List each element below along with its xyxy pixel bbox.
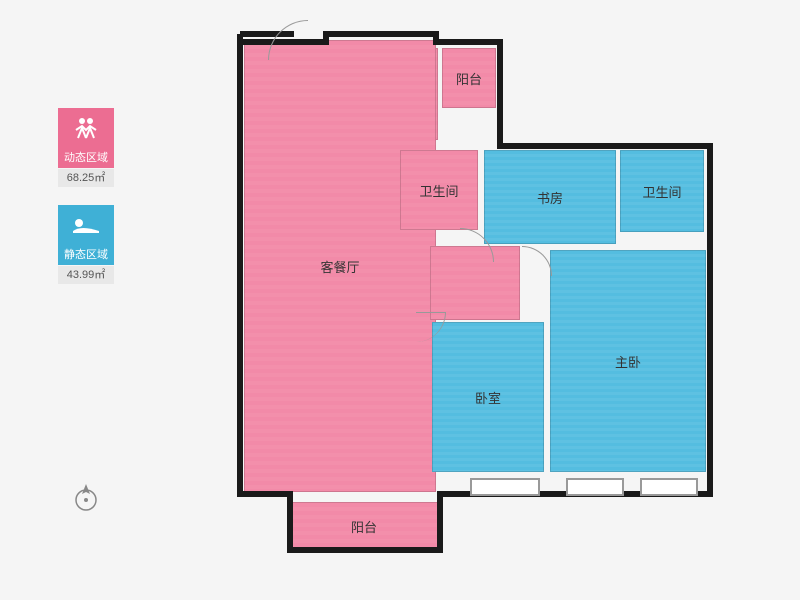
door-arc-0 [268, 20, 308, 60]
legend-static-label: 静态区域 [58, 245, 114, 265]
room-label-bath2: 卫生间 [642, 182, 681, 201]
legend: 动态区域 68.25㎡ 静态区域 43.99㎡ [58, 108, 120, 302]
legend-static-value: 43.99㎡ [58, 266, 114, 284]
room-label-balcony2: 阳台 [351, 517, 377, 536]
window-2 [640, 478, 698, 496]
room-living: 客餐厅 [244, 40, 436, 492]
compass-icon [72, 480, 100, 512]
room-bath1: 卫生间 [400, 150, 478, 230]
room-label-bedroom: 卧室 [475, 388, 501, 407]
room-label-balcony1: 阳台 [456, 69, 482, 88]
room-study: 书房 [484, 150, 616, 244]
room-master: 主卧 [550, 250, 706, 472]
door-arc-2 [522, 246, 552, 276]
room-label-living: 客餐厅 [320, 257, 359, 276]
legend-dynamic: 动态区域 68.25㎡ [58, 108, 120, 187]
legend-dynamic-label: 动态区域 [58, 148, 114, 168]
floorplan: 厨房阳台客餐厅卫生间书房卫生间主卧卧室阳台 [220, 16, 728, 576]
room-bedroom: 卧室 [432, 322, 544, 472]
room-label-master: 主卧 [615, 352, 641, 371]
room-bath2: 卫生间 [620, 150, 704, 232]
room-balcony1: 阳台 [442, 48, 496, 108]
legend-dynamic-value: 68.25㎡ [58, 169, 114, 187]
window-1 [566, 478, 624, 496]
sleep-icon [58, 205, 114, 245]
room-label-bath1: 卫生间 [419, 181, 458, 200]
people-icon [58, 108, 114, 148]
room-balcony2: 阳台 [290, 502, 438, 550]
window-0 [470, 478, 540, 496]
legend-static: 静态区域 43.99㎡ [58, 205, 120, 284]
room-label-study: 书房 [537, 188, 563, 207]
